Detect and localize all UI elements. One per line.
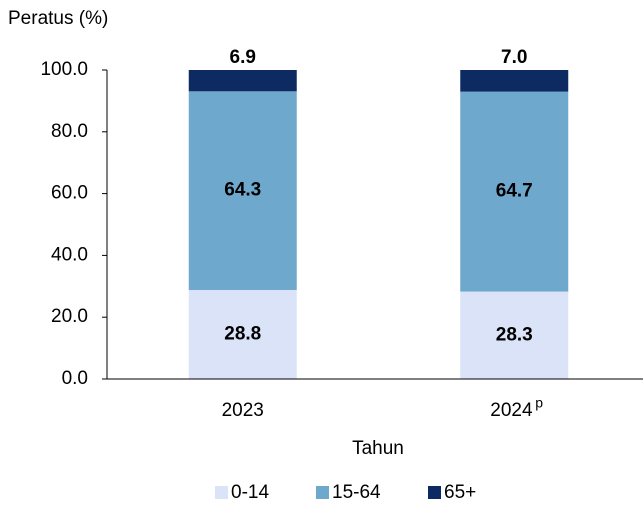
bar-segment — [188, 70, 297, 92]
y-tick-label: 20.0 — [51, 306, 88, 327]
bar-segment — [460, 291, 569, 379]
y-tick-label: 100.0 — [40, 59, 88, 80]
y-tick-label: 60.0 — [51, 183, 88, 204]
legend-label: 0-14 — [231, 482, 269, 503]
legend-label: 15-64 — [332, 482, 381, 503]
x-axis-label: Tahun — [352, 438, 404, 459]
bar-segment — [188, 91, 297, 291]
legend-label: 65+ — [444, 482, 476, 503]
y-tick-label: 0.0 — [62, 368, 88, 389]
bar-segment — [188, 290, 297, 379]
data-label: 28.8 — [224, 324, 261, 345]
data-label: 28.3 — [496, 324, 533, 345]
legend-swatch — [316, 486, 329, 499]
legend-swatch — [428, 486, 441, 499]
y-tick-label: 80.0 — [51, 121, 88, 142]
bar-segment — [460, 70, 569, 92]
x-tick-label: 2023 — [222, 400, 264, 421]
legend-swatch — [215, 486, 228, 499]
bar-segment — [460, 91, 569, 292]
superscript: p — [535, 395, 543, 411]
y-tick-label: 40.0 — [51, 244, 88, 265]
data-label: 64.7 — [496, 181, 533, 202]
y-axis-label: Peratus (%) — [8, 8, 108, 29]
data-label: 6.9 — [230, 47, 256, 68]
x-tick-label: 2024 — [490, 400, 533, 421]
data-label: 7.0 — [501, 47, 527, 68]
data-label: 64.3 — [224, 180, 261, 201]
